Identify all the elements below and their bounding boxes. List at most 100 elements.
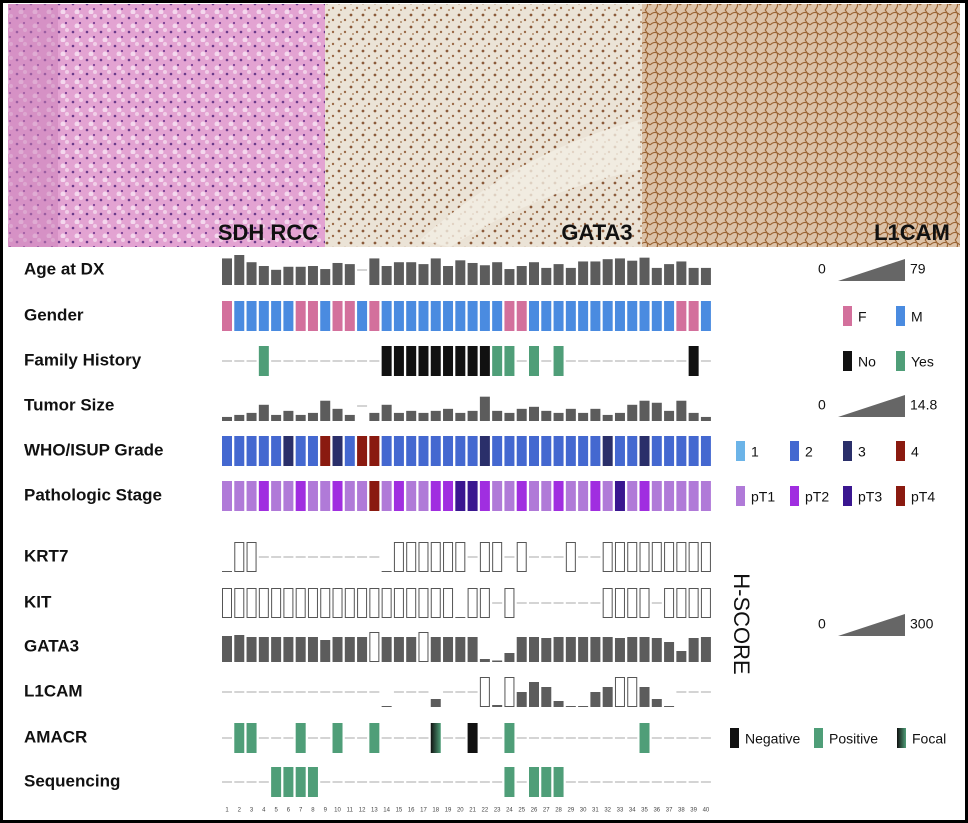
negative-box xyxy=(246,542,257,572)
bar xyxy=(651,402,662,421)
bar xyxy=(664,706,675,707)
bar xyxy=(553,412,564,421)
bar xyxy=(406,410,417,421)
cell xyxy=(467,436,478,466)
bar xyxy=(344,264,355,285)
cell xyxy=(590,436,601,466)
negative-box xyxy=(234,542,245,572)
case-number: 29 xyxy=(567,808,574,814)
cell xyxy=(602,301,613,331)
bar xyxy=(234,255,245,285)
cell xyxy=(369,301,380,331)
cell xyxy=(590,301,601,331)
cell xyxy=(479,436,490,466)
negative-box xyxy=(602,542,613,572)
legend-label: Focal xyxy=(912,731,946,747)
cell xyxy=(307,301,318,331)
bar xyxy=(614,258,625,285)
cell xyxy=(516,481,527,511)
cell xyxy=(332,301,343,331)
bar xyxy=(393,262,404,285)
panel-label: L1CAM xyxy=(874,220,950,245)
cell xyxy=(455,346,466,376)
cell xyxy=(430,346,441,376)
cell xyxy=(639,723,650,753)
cell xyxy=(258,481,269,511)
case-number: 24 xyxy=(506,808,513,814)
cell xyxy=(504,301,515,331)
negative-box xyxy=(688,542,699,572)
bar xyxy=(627,260,638,285)
cell xyxy=(565,301,576,331)
cell xyxy=(418,481,429,511)
cell xyxy=(357,481,368,511)
bar xyxy=(418,412,429,421)
cell xyxy=(295,767,306,797)
cell xyxy=(541,481,552,511)
cell xyxy=(418,436,429,466)
legend-label: pT4 xyxy=(911,489,935,505)
case-number: 12 xyxy=(359,808,366,814)
bar xyxy=(271,637,282,662)
case-number: 27 xyxy=(543,808,550,814)
bar xyxy=(406,637,417,662)
cell xyxy=(541,436,552,466)
ramp xyxy=(838,259,905,281)
case-number: 7 xyxy=(299,808,303,814)
cell xyxy=(307,436,318,466)
case-number: 25 xyxy=(518,808,525,814)
cell xyxy=(529,301,539,331)
legend-swatch xyxy=(730,728,739,748)
bar xyxy=(393,412,404,421)
case-number: 14 xyxy=(383,808,390,814)
bar xyxy=(664,264,675,285)
bar xyxy=(344,414,355,421)
cell xyxy=(295,436,306,466)
cell xyxy=(664,481,675,511)
negative-box xyxy=(393,542,404,572)
case-number: 3 xyxy=(250,808,254,814)
legend-label: pT2 xyxy=(805,489,829,505)
legend-swatch xyxy=(843,351,852,371)
cell xyxy=(406,346,417,376)
case-number: 16 xyxy=(408,808,415,814)
row-label: WHO/ISUP Grade xyxy=(24,440,164,459)
legend-label: pT3 xyxy=(858,489,882,505)
bar xyxy=(516,692,527,707)
cell xyxy=(578,481,589,511)
row-label: Sequencing xyxy=(24,771,120,790)
bar xyxy=(578,261,589,285)
negative-box xyxy=(676,542,687,572)
legend-swatch xyxy=(896,306,905,326)
bar xyxy=(602,637,613,662)
cell xyxy=(664,436,675,466)
bar xyxy=(529,637,539,662)
bar xyxy=(676,651,687,662)
cell xyxy=(258,301,269,331)
cell xyxy=(516,301,527,331)
cell xyxy=(234,436,245,466)
bar xyxy=(222,571,232,572)
hscore-label: H-SCORE xyxy=(729,573,754,674)
case-number: 37 xyxy=(666,808,673,814)
cell xyxy=(246,301,257,331)
negative-box xyxy=(430,588,441,618)
cell xyxy=(381,436,392,466)
case-number: 38 xyxy=(678,808,685,814)
bar xyxy=(406,262,417,285)
cell xyxy=(283,436,294,466)
negative-box xyxy=(627,588,638,618)
negative-box xyxy=(258,588,269,618)
bar xyxy=(234,635,245,662)
bar xyxy=(614,412,625,421)
cell xyxy=(357,301,368,331)
row-label: KRT7 xyxy=(24,546,68,565)
cell xyxy=(467,481,478,511)
bar xyxy=(332,637,343,662)
bar xyxy=(393,637,404,662)
case-number: 2 xyxy=(238,808,242,814)
bar xyxy=(381,637,392,662)
row-label: Tumor Size xyxy=(24,395,114,414)
negative-box xyxy=(393,588,404,618)
